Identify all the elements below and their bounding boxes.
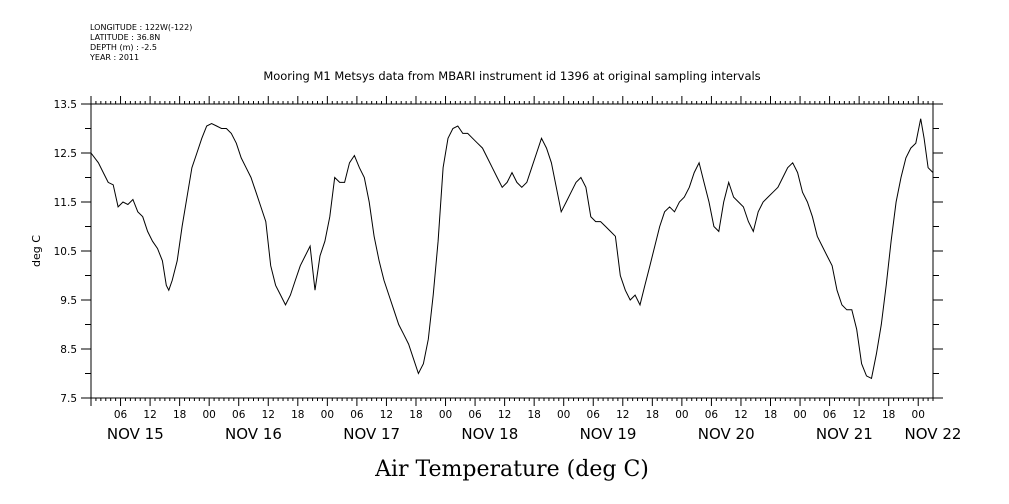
plot-frame (90, 103, 934, 399)
x-tick-label: 18 (527, 409, 540, 421)
x-tick-label: 18 (882, 409, 895, 421)
x-tick-label: 12 (734, 409, 747, 421)
x-tick-label: 18 (646, 409, 659, 421)
x-tick-label: 06 (705, 409, 719, 421)
day-label: NOV 21 (816, 425, 873, 443)
x-tick-label: 06 (587, 409, 601, 421)
day-label: NOV 16 (225, 425, 282, 443)
x-tick-label: 00 (675, 409, 688, 421)
x-tick-label: 18 (409, 409, 422, 421)
day-label: NOV 15 (107, 425, 164, 443)
y-tick-label: 13.5 (54, 99, 77, 111)
x-tick-label: 06 (232, 409, 246, 421)
x-tick-label: 06 (114, 409, 128, 421)
x-tick-label: 00 (202, 409, 215, 421)
x-tick-label: 12 (498, 409, 511, 421)
x-tick-label: 06 (350, 409, 364, 421)
x-tick-label: 12 (262, 409, 275, 421)
y-axis-label: deg C (30, 235, 43, 267)
day-labels: NOV 15 NOV 16 NOV 17 NOV 18 NOV 19 NOV 20 NOV … (107, 425, 962, 443)
chart-title: Mooring M1 Metsys data from MBARI instru… (263, 69, 760, 83)
x-tick-label: 12 (143, 409, 156, 421)
y-tick-label: 10.5 (54, 246, 77, 258)
depth-label: DEPTH (m) : -2.5 (90, 43, 157, 52)
y-tick-label: 7.5 (60, 393, 77, 405)
day-label: NOV 20 (698, 425, 755, 443)
x-tick-label: 18 (173, 409, 186, 421)
x-axis-title: Air Temperature (deg C) (374, 457, 649, 482)
y-tick-label: 8.5 (60, 344, 77, 356)
x-tick-label: 00 (439, 409, 452, 421)
temperature-series-line (90, 118, 934, 380)
longitude-label: LONGITUDE : 122W(-122) (90, 23, 192, 32)
latitude-label: LATITUDE : 36.8N (90, 33, 160, 42)
x-tick-label: 12 (852, 409, 865, 421)
x-tick-label: 06 (823, 409, 837, 421)
y-tick-label: 11.5 (54, 197, 77, 209)
metadata-block: LONGITUDE : 122W(-122) LATITUDE : 36.8N … (89, 23, 192, 62)
year-label: YEAR : 2011 (89, 53, 139, 62)
day-label: NOV 18 (461, 425, 518, 443)
y-axis: 7.5 8.5 9.5 10.5 11.5 12.5 13.5 (54, 99, 943, 405)
day-label: NOV 17 (343, 425, 400, 443)
x-tick-label: 00 (912, 409, 925, 421)
x-tick-label: 12 (616, 409, 629, 421)
x-tick-label: 00 (793, 409, 806, 421)
x-tick-label: 12 (380, 409, 393, 421)
y-tick-label: 12.5 (54, 148, 77, 160)
y-tick-label: 9.5 (60, 295, 77, 307)
x-tick-label: 06 (468, 409, 482, 421)
x-tick-label: 00 (321, 409, 334, 421)
day-label: NOV 22 (905, 425, 962, 443)
day-label: NOV 19 (580, 425, 637, 443)
x-axis: 06 12 18 00 06 12 18 00 06 12 18 00 06 12 18 00 06 12 18 00… (90, 96, 934, 421)
x-tick-label: 00 (557, 409, 570, 421)
x-tick-label: 18 (764, 409, 777, 421)
x-tick-label: 18 (291, 409, 304, 421)
